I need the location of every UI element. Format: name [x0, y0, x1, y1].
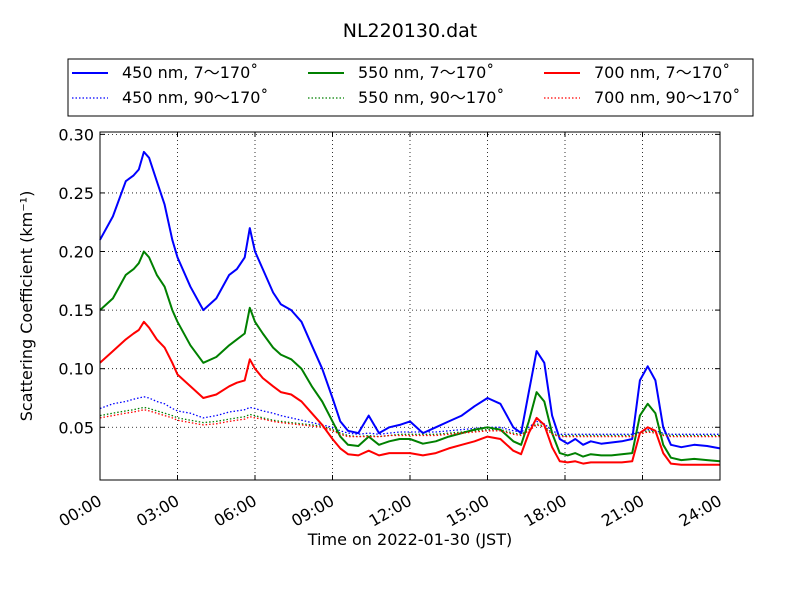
x-axis-label: Time on 2022-01-30 (JST) — [307, 530, 512, 549]
legend: 450 nm, 7～170˚ 450 nm, 90～170˚ 550 nm, 7～1… — [67, 58, 754, 117]
series-line-3 — [99, 406, 720, 438]
series-layer — [99, 150, 721, 466]
legend-label-5: 700 nm, 90～170˚ — [594, 88, 740, 107]
legend-label-3: 550 nm, 90～170˚ — [358, 88, 504, 107]
legend-label-4: 700 nm, 7～170˚ — [594, 63, 730, 82]
series-line-4 — [99, 320, 720, 466]
legend-label-1: 450 nm, 90～170˚ — [122, 88, 268, 107]
legend-label-2: 550 nm, 7～170˚ — [358, 63, 494, 82]
y-tick-label: 0.15 — [58, 301, 94, 320]
y-axis-label: Scattering Coefficient (km⁻¹) — [17, 191, 36, 422]
y-tick-label: 0.30 — [58, 125, 94, 144]
series-line-1 — [99, 396, 720, 435]
legend-label-0: 450 nm, 7～170˚ — [122, 63, 258, 82]
grid — [100, 132, 720, 480]
legend-frame — [67, 58, 754, 117]
y-tick-label: 0.20 — [58, 243, 94, 262]
series-line-0 — [99, 150, 721, 450]
y-tick-label: 0.25 — [58, 184, 94, 203]
series-line-2 — [99, 250, 721, 463]
y-tick-label: 0.05 — [58, 418, 94, 437]
y-tick-label: 0.10 — [58, 360, 94, 379]
chart-title: NL220130.dat — [343, 20, 478, 42]
